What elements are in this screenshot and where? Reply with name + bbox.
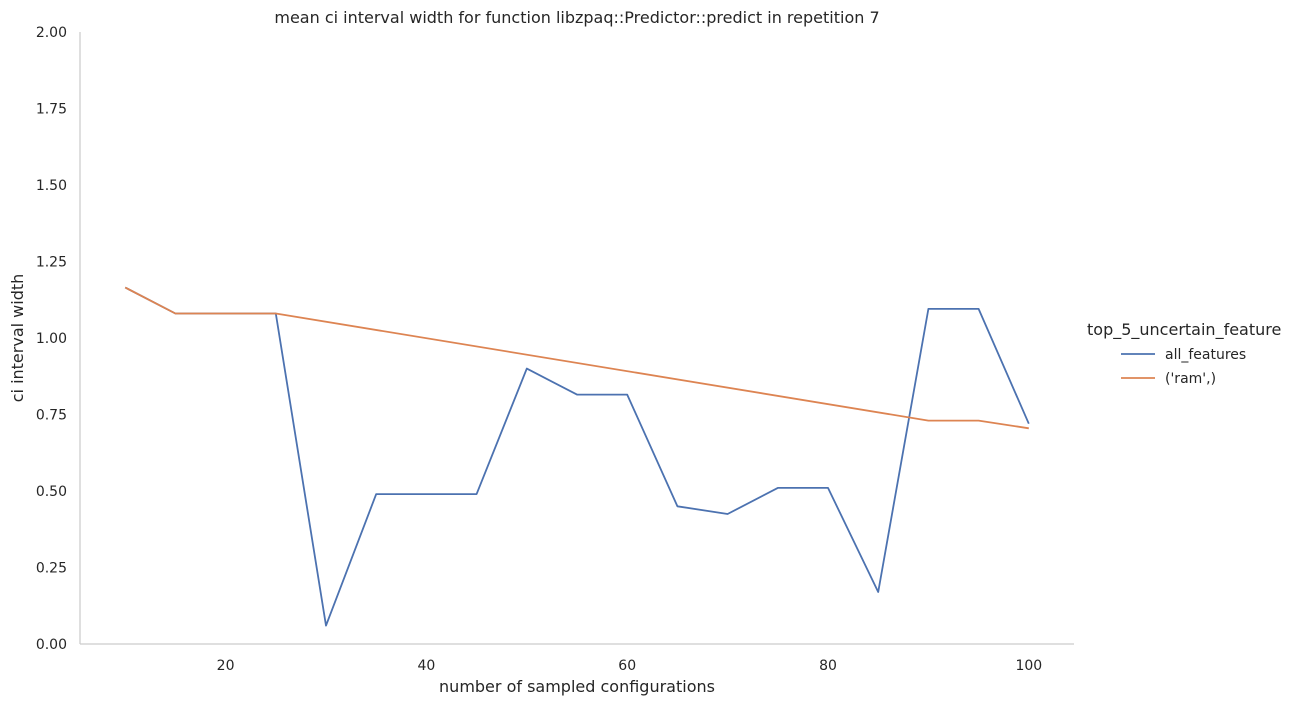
x-tick-labels: 20 40 60 80 100 (217, 658, 1043, 674)
y-tick-label: 0.50 (36, 484, 67, 500)
series-line-2 (124, 286, 1029, 430)
y-tick-label: 1.00 (36, 331, 67, 347)
y-tick-label: 0.00 (36, 637, 67, 653)
x-tick-label: 40 (417, 658, 435, 674)
y-tick-label: 2.00 (36, 25, 67, 41)
x-axis-label: number of sampled configurations (439, 677, 715, 696)
series-line-1 (124, 286, 1030, 627)
x-tick-label: 60 (618, 658, 636, 674)
y-tick-label: 0.75 (36, 408, 67, 424)
y-tick-label: 1.25 (36, 255, 67, 271)
legend-label: ('ram',) (1165, 371, 1216, 387)
y-tick-label: 1.75 (36, 102, 67, 118)
y-tick-label: 1.50 (36, 178, 67, 194)
legend-label: all_features (1165, 347, 1246, 363)
x-tick-label: 100 (1015, 658, 1042, 674)
y-axis-label: ci interval width (8, 274, 27, 403)
y-tick-label: 0.25 (36, 561, 67, 577)
chart-title: mean ci interval width for function libz… (274, 8, 879, 27)
series-group (124, 286, 1030, 627)
y-tick-labels: 0.00 0.25 0.50 0.75 1.00 1.25 1.50 1.75 2.00 (36, 25, 67, 653)
x-tick-label: 80 (819, 658, 837, 674)
x-tick-label: 20 (217, 658, 235, 674)
legend-title: top_5_uncertain_feature (1087, 320, 1281, 340)
axes (79, 32, 1074, 645)
legend: top_5_uncertain_feature all_features ('ra… (1087, 320, 1281, 387)
